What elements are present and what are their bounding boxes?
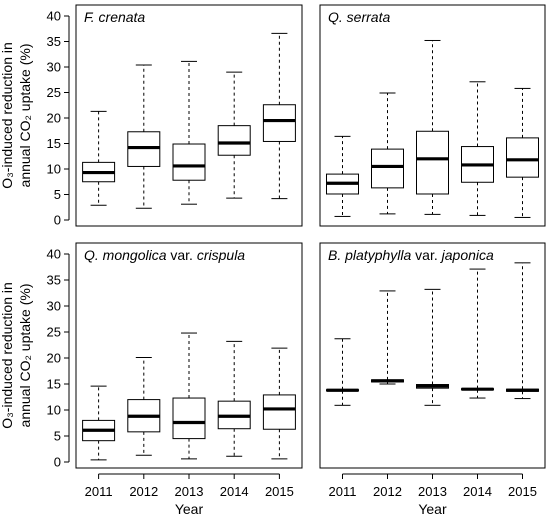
panel-title: B. platyphylla var. japonica — [328, 247, 494, 263]
iqr-box — [262, 394, 296, 430]
box-2012 — [371, 92, 404, 215]
box-2013 — [416, 39, 449, 215]
panel-2: Q. serrata — [319, 4, 546, 227]
iqr-box — [262, 104, 296, 142]
box-2014 — [217, 340, 251, 457]
y-axis: 0 5 10 15 20 25 30 35 40 O₃-induced reduction in a… — [0, 247, 70, 470]
x-axis: 2011 2012 2013 2014 2015 Year — [329, 473, 537, 517]
iqr-box — [172, 143, 206, 181]
panel-frame — [75, 242, 303, 469]
x-axis-label: Year — [175, 501, 204, 517]
y-tick-label: 25 — [47, 325, 61, 340]
box-2012 — [127, 356, 161, 456]
panel-title: Q. mongolica var. crispula — [84, 247, 245, 263]
panel-title: Q. serrata — [328, 9, 390, 25]
y-tick-label: 15 — [47, 377, 61, 392]
box-2014 — [461, 81, 494, 216]
box-2015 — [262, 32, 296, 200]
x-tick-label: 2013 — [175, 484, 204, 499]
box-2012 — [371, 290, 404, 385]
box-2013 — [416, 288, 449, 406]
y-tick-label: 30 — [47, 60, 61, 75]
x-axis: 2011 2012 2013 2014 2015 Year — [85, 473, 294, 517]
iqr-box — [416, 130, 449, 195]
panel-title-variety: japonica — [440, 247, 494, 263]
panel-title-var: var. — [166, 247, 196, 263]
panel-1: F. crenata 0 5 10 15 20 25 30 35 40 O₃-induced red… — [0, 4, 303, 228]
y-tick-label: 40 — [47, 9, 61, 24]
panel-title-variety: crispula — [197, 247, 245, 263]
y-tick-label: 5 — [54, 429, 61, 444]
box-2015 — [506, 87, 539, 218]
x-tick-label: 2014 — [463, 484, 492, 499]
x-tick-label: 2015 — [508, 484, 537, 499]
panel-frame — [319, 4, 546, 227]
y-tick-label: 0 — [54, 213, 61, 228]
iqr-box — [172, 397, 206, 440]
y-tick-label: 35 — [47, 34, 61, 49]
y-axis-label-line1: O₃-induced reduction in — [0, 282, 15, 429]
y-tick-label: 30 — [47, 299, 61, 314]
iqr-box — [371, 148, 404, 189]
panel-title-var: var. — [411, 247, 441, 263]
panel-title-species: Q. mongolica — [84, 247, 167, 263]
x-tick-label: 2012 — [129, 484, 158, 499]
box-2011 — [82, 385, 116, 461]
y-tick-label: 20 — [47, 351, 61, 366]
y-axis-label-line2: annual CO₂ uptake (%) — [17, 44, 33, 188]
box-2012 — [127, 64, 161, 209]
y-axis-label-line1: O₃-induced reduction in — [0, 42, 15, 189]
x-tick-label: 2011 — [85, 484, 113, 499]
y-tick-label: 15 — [47, 136, 61, 151]
panel-title: F. crenata — [84, 9, 145, 25]
box-2011 — [326, 338, 359, 406]
y-tick-label: 10 — [47, 162, 61, 177]
box-2014 — [461, 268, 494, 399]
y-tick-label: 10 — [47, 403, 61, 418]
box-2013 — [172, 332, 206, 460]
panel-title-species: Q. serrata — [328, 9, 390, 25]
y-tick-label: 40 — [47, 247, 61, 262]
y-tick-label: 20 — [47, 111, 61, 126]
x-tick-label: 2013 — [418, 484, 447, 499]
box-2014 — [217, 71, 251, 199]
iqr-box — [217, 125, 251, 156]
iqr-box — [506, 137, 539, 178]
panel-title-species: B. platyphylla — [328, 247, 411, 263]
panel-frame — [319, 242, 546, 469]
x-tick-label: 2012 — [373, 484, 402, 499]
box-2011 — [82, 110, 116, 206]
y-tick-label: 35 — [47, 273, 61, 288]
panel-4: B. platyphylla var. japonica 2011 2012 2013… — [319, 242, 546, 517]
x-tick-label: 2011 — [329, 484, 357, 499]
box-2013 — [172, 60, 206, 205]
box-2015 — [262, 347, 296, 460]
y-tick-label: 5 — [54, 187, 61, 202]
x-tick-label: 2015 — [265, 484, 294, 499]
y-axis-label-line2: annual CO₂ uptake (%) — [17, 284, 33, 428]
panel-title-species: F. crenata — [84, 9, 145, 25]
y-tick-label: 0 — [54, 455, 61, 470]
panel-frame — [75, 4, 303, 227]
panel-3: Q. mongolica var. crispula 0 5 10 15 20 25 30 35… — [0, 242, 303, 517]
x-tick-label: 2014 — [220, 484, 249, 499]
y-tick-label: 25 — [47, 85, 61, 100]
box-2011 — [326, 135, 359, 217]
box-2015 — [506, 262, 539, 400]
y-axis: 0 5 10 15 20 25 30 35 40 O₃-induced reduction in a… — [0, 9, 70, 228]
x-axis-label: Year — [418, 501, 447, 517]
